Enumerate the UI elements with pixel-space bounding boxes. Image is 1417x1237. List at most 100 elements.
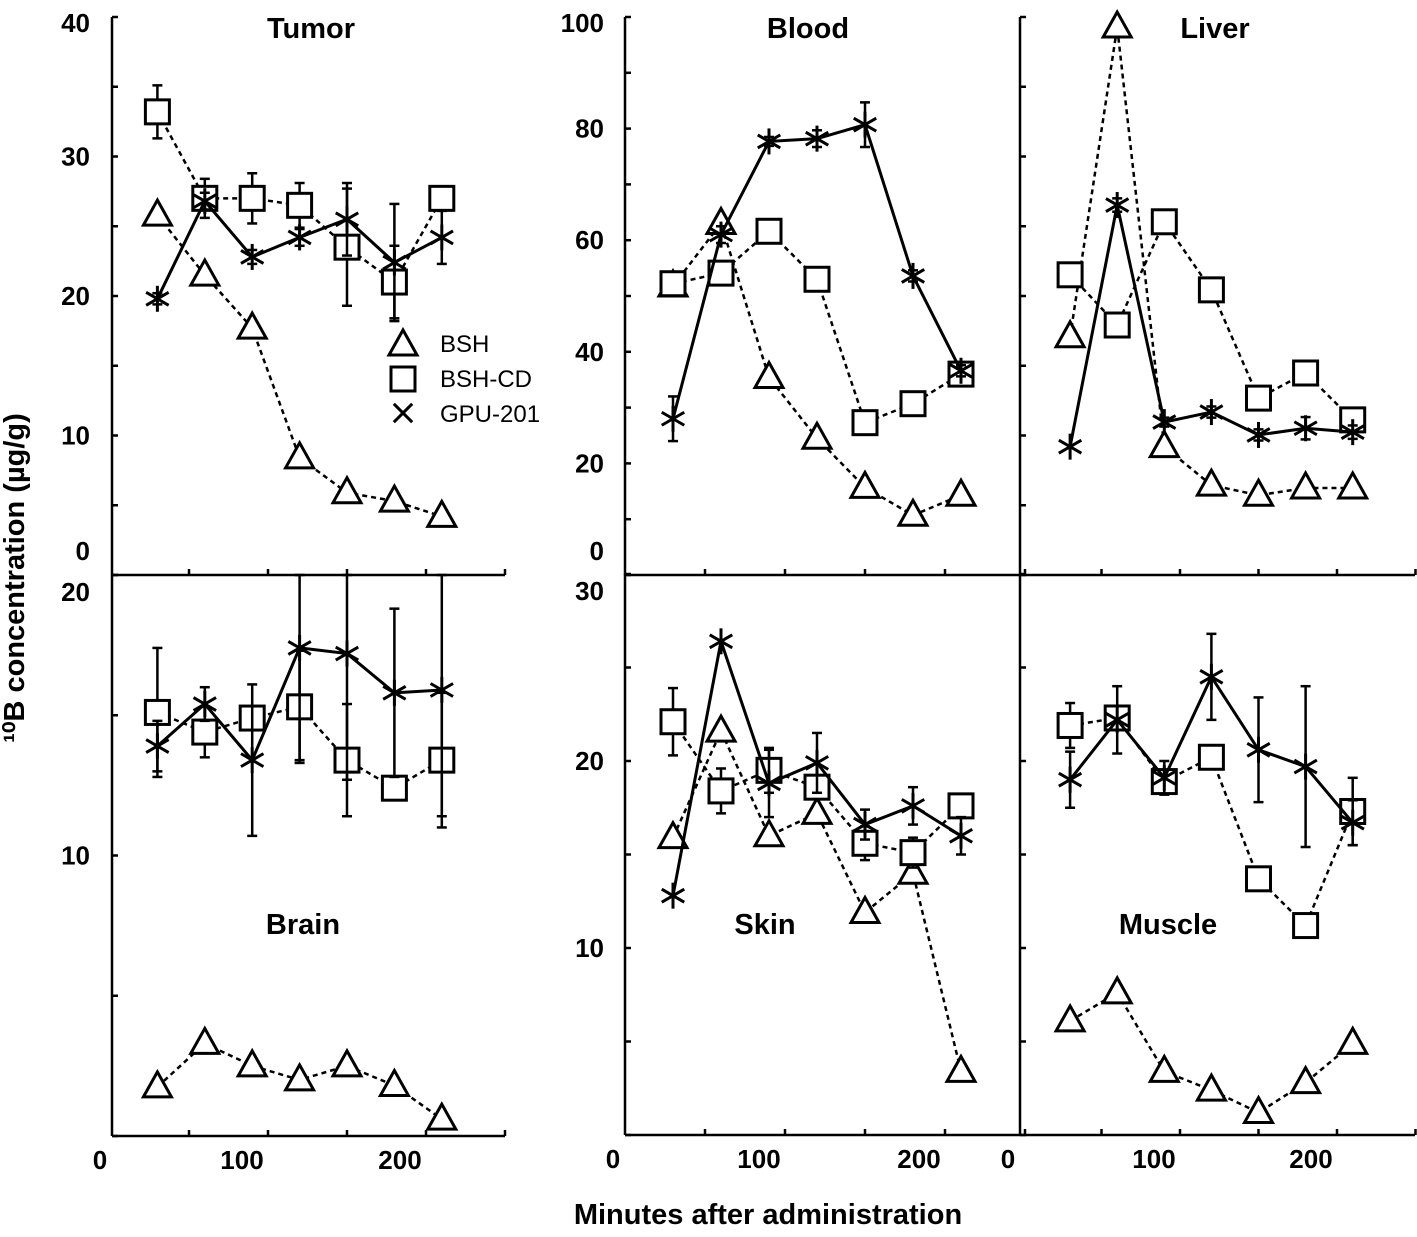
asterisk-marker: [1058, 433, 1083, 460]
square-marker: [1103, 311, 1131, 339]
square-marker: [428, 184, 456, 212]
triangle-marker: [1100, 8, 1134, 39]
asterisk-marker: [1293, 753, 1318, 780]
series-bsh: [140, 197, 459, 528]
square-marker: [286, 191, 314, 219]
triangle-marker: [283, 439, 317, 470]
series-bsh-cd: [659, 217, 975, 437]
triangle-marker: [188, 1025, 222, 1055]
asterisk-marker: [660, 882, 686, 909]
asterisk-stroke: [287, 640, 312, 656]
asterisk-stroke: [240, 752, 265, 768]
asterisk-stroke: [804, 130, 830, 147]
asterisk-stroke: [1058, 771, 1083, 788]
triangle-marker: [752, 817, 786, 848]
asterisk-marker: [287, 634, 312, 661]
triangle-marker: [1289, 1064, 1323, 1095]
triangle-marker: [1147, 1053, 1181, 1083]
asterisk-stroke: [948, 362, 974, 379]
asterisk-stroke: [660, 887, 686, 904]
triangle-marker: [848, 894, 882, 924]
square-marker: [659, 708, 687, 736]
asterisk-stroke: [852, 816, 878, 833]
asterisk-stroke: [192, 193, 217, 209]
asterisk-stroke: [1293, 758, 1318, 775]
square-marker: [899, 839, 927, 867]
triangle-marker: [1241, 1094, 1276, 1125]
asterisk-stroke: [1199, 669, 1224, 685]
asterisk-marker: [1246, 736, 1271, 763]
y-tick-label: 20: [61, 281, 90, 311]
series-bsh: [140, 1025, 459, 1131]
triangle-icon: [386, 326, 420, 357]
asterisk-stroke: [948, 828, 974, 844]
asterisk-marker: [756, 128, 782, 155]
square-marker: [1292, 912, 1320, 940]
x-tick-label: 0: [1001, 1144, 1015, 1174]
square-marker: [1056, 711, 1084, 739]
asterisk-marker: [287, 224, 312, 251]
asterisk-stroke: [852, 116, 878, 133]
series-gpu-201: [145, 181, 454, 323]
legend-label-bsh: BSH: [440, 331, 489, 358]
asterisk-marker: [429, 224, 454, 251]
square-marker: [707, 777, 735, 805]
series-bsh: [656, 713, 978, 1083]
asterisk-stroke: [756, 775, 782, 792]
asterisk-stroke: [900, 798, 926, 814]
asterisk-stroke: [1152, 414, 1177, 430]
triangle-marker: [704, 713, 738, 743]
asterisk-marker: [1340, 809, 1365, 836]
panel-title-skin: Skin: [734, 909, 795, 941]
panel-tumor: 0 10 20 30 40: [61, 8, 507, 577]
asterisk-marker: [804, 125, 830, 152]
triangle-marker: [425, 1101, 459, 1131]
asterisk-marker: [1152, 409, 1177, 436]
series-gpu-201: [660, 628, 974, 909]
asterisk-stroke: [1293, 420, 1318, 437]
panel-skin: 10 20 30 0 100 200: [575, 572, 1027, 1174]
asterisk-stroke: [804, 755, 830, 771]
legend-square-icon: [389, 365, 417, 393]
triangle-marker: [188, 257, 222, 287]
x-tick-label: 200: [1289, 1144, 1332, 1174]
x-axis-label: Minutes after administration: [574, 1199, 962, 1231]
y-tick-label: 0: [76, 536, 90, 566]
y-tick-label: 30: [575, 576, 604, 606]
asterisk-stroke: [1246, 427, 1271, 443]
asterisk-marker: [382, 249, 407, 276]
asterisk-stroke: [429, 682, 454, 698]
panel-title-tumor: Tumor: [267, 13, 355, 45]
asterisk-marker: [1293, 415, 1318, 442]
series-bsh-cd: [1056, 208, 1367, 434]
triangle-marker: [235, 1047, 269, 1078]
square-marker: [238, 184, 266, 212]
asterisk-marker: [1105, 192, 1130, 219]
asterisk-stroke: [1152, 770, 1177, 786]
triangle-marker: [235, 310, 269, 340]
asterisk-stroke: [145, 738, 170, 754]
series-gpu-201: [1058, 632, 1365, 849]
y-tick-label: 10: [61, 421, 90, 451]
triangle-marker: [377, 1067, 411, 1098]
asterisk-stroke: [429, 229, 454, 246]
square-marker: [1150, 208, 1178, 236]
square-marker: [143, 98, 171, 126]
square-icon: [389, 365, 417, 393]
triangle-marker: [800, 795, 834, 825]
x-tick-label: 100: [220, 1145, 263, 1175]
asterisk-marker: [1199, 399, 1224, 426]
y-tick-label: 80: [575, 114, 604, 144]
x-tick-label: 200: [897, 1144, 940, 1174]
triangle-marker: [800, 420, 834, 450]
triangle-marker: [283, 1061, 317, 1092]
asterisk-marker: [334, 206, 360, 233]
triangle-marker: [1100, 974, 1134, 1005]
y-tick-label: 10: [61, 841, 90, 871]
y-axis-label: ¹⁰B concentration (µg/g): [0, 413, 31, 743]
asterisk-marker: [756, 770, 782, 797]
legend-label-bsh-cd: BSH-CD: [440, 366, 532, 393]
asterisk-marker: [382, 679, 407, 706]
y-tick-label: 30: [61, 142, 90, 172]
